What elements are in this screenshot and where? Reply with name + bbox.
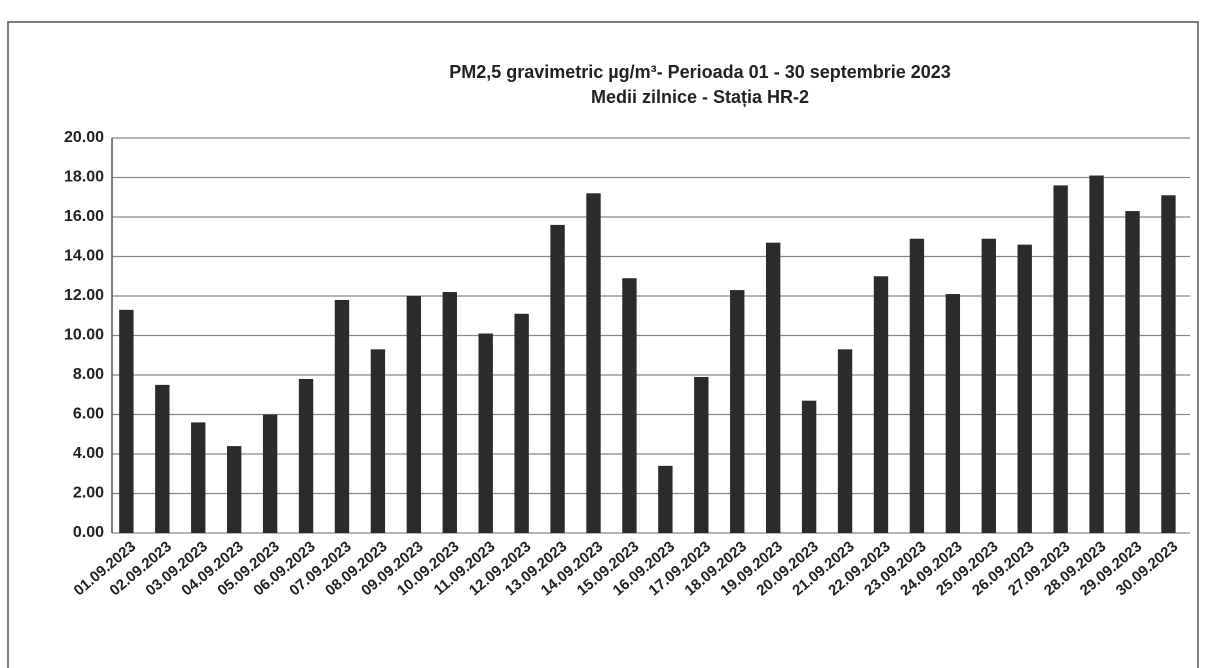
bar	[909, 238, 925, 533]
bar	[801, 400, 817, 533]
bar	[765, 242, 781, 534]
bar	[155, 384, 170, 533]
y-tick-label: 6.00	[73, 406, 104, 423]
y-tick-label: 0.00	[73, 524, 104, 541]
bar	[1089, 175, 1104, 533]
bar	[370, 349, 386, 533]
bar	[837, 349, 853, 533]
y-tick-label: 16.00	[64, 208, 104, 225]
chart-title: PM2,5 gravimetric µg/m³- Perioada 01 - 3…	[449, 62, 951, 82]
y-tick-label: 2.00	[73, 485, 104, 502]
bar	[694, 376, 709, 533]
bar	[1125, 211, 1140, 533]
bar	[1017, 244, 1032, 533]
bar	[981, 238, 996, 533]
bar	[1161, 195, 1176, 533]
bar	[442, 292, 457, 533]
y-tick-label: 8.00	[73, 366, 104, 383]
bar	[550, 224, 565, 533]
bar	[730, 290, 745, 533]
chart-frame	[7, 21, 1199, 668]
bar	[945, 294, 961, 533]
y-tick-label: 14.00	[64, 248, 104, 265]
bar	[658, 465, 673, 533]
chart-subtitle: Medii zilnice - Stația HR-2	[591, 87, 809, 107]
bar	[478, 333, 493, 533]
y-tick-label: 20.00	[64, 129, 104, 146]
bar	[873, 276, 889, 533]
bar	[226, 446, 242, 533]
bar	[119, 309, 134, 533]
bar	[334, 299, 350, 533]
y-tick-label: 4.00	[73, 445, 104, 462]
y-tick-label: 10.00	[64, 327, 104, 344]
bar	[514, 313, 529, 533]
bar	[406, 296, 422, 533]
bar	[191, 422, 206, 533]
y-tick-label: 12.00	[64, 287, 104, 304]
bar	[586, 193, 601, 534]
bar	[298, 378, 314, 533]
bar	[622, 278, 637, 533]
bar	[1053, 185, 1068, 533]
y-tick-label: 18.00	[64, 169, 104, 186]
bar	[262, 414, 278, 533]
